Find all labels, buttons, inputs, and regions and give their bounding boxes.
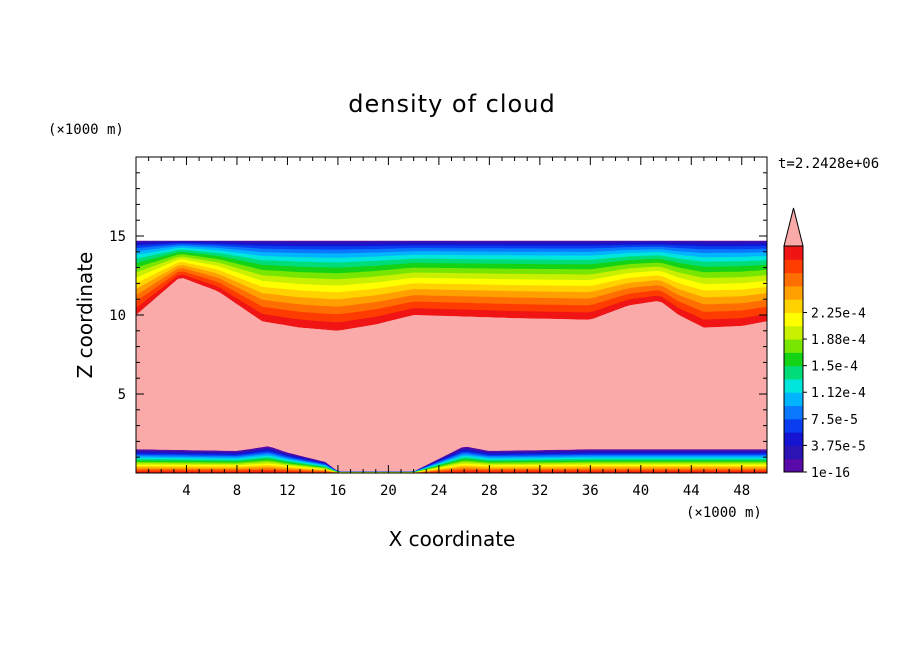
colorbar-band bbox=[784, 259, 803, 274]
colorbar-band bbox=[784, 312, 803, 327]
colorbar-band bbox=[784, 392, 803, 407]
x-axis-title: X coordinate bbox=[389, 527, 516, 551]
x-tick-label: 36 bbox=[582, 483, 599, 499]
y-unit-label: (×1000 m) bbox=[48, 122, 124, 138]
x-tick-label: 40 bbox=[632, 483, 649, 499]
x-tick-label: 8 bbox=[233, 483, 241, 499]
colorbar-band bbox=[784, 458, 803, 473]
colorbar-band bbox=[784, 299, 803, 313]
colorbar-band bbox=[784, 325, 803, 340]
time-label: t=2.2428e+06 bbox=[778, 156, 879, 172]
x-tick-label: 16 bbox=[329, 483, 346, 499]
colorbar: 1e-16 3.75e-5 7.5e-5 1.12e-4 1.5e-4 1.88e-4 2.… bbox=[783, 207, 866, 481]
colorbar-band bbox=[784, 418, 803, 433]
colorbar-frame bbox=[783, 245, 804, 473]
saturated-interior bbox=[136, 278, 767, 472]
x-tick-label: 12 bbox=[279, 483, 296, 499]
colorbar-label: 1.88e-4 bbox=[811, 333, 866, 348]
colorbar-label: 3.75e-5 bbox=[811, 439, 866, 454]
colorbar-band bbox=[784, 285, 803, 300]
x-unit-label: (×1000 m) bbox=[686, 505, 762, 521]
colorbar-band bbox=[784, 405, 803, 420]
colorbar-band bbox=[784, 272, 803, 287]
x-tick-label: 32 bbox=[531, 483, 548, 499]
colorbar-band bbox=[784, 378, 803, 393]
colorbar-band bbox=[784, 352, 803, 367]
x-tick-label: 4 bbox=[182, 483, 190, 499]
colorbar-band bbox=[784, 365, 803, 380]
colorbar-label: 1.12e-4 bbox=[811, 386, 866, 401]
colorbar-label: 7.5e-5 bbox=[811, 413, 858, 428]
colorbar-band bbox=[784, 432, 803, 446]
colorbar-label: 1.5e-4 bbox=[811, 360, 858, 375]
colorbar-band bbox=[784, 339, 803, 353]
colorbar-overflow-triangle bbox=[783, 207, 804, 247]
colorbar-band bbox=[784, 246, 803, 260]
x-tick-label: 20 bbox=[380, 483, 397, 499]
colorbar-label: 2.25e-4 bbox=[811, 306, 866, 321]
colorbar-band bbox=[784, 445, 803, 460]
plot-area bbox=[136, 157, 767, 473]
x-tick-label: 24 bbox=[430, 483, 447, 499]
colorbar-label: 1e-16 bbox=[811, 466, 850, 481]
y-tick-label: 15 bbox=[109, 229, 126, 245]
x-tick-label: 28 bbox=[481, 483, 498, 499]
x-tick-label: 48 bbox=[733, 483, 750, 499]
y-axis-title: Z coordinate bbox=[73, 252, 97, 379]
x-tick-label: 44 bbox=[683, 483, 700, 499]
chart-title: density of cloud bbox=[348, 90, 555, 118]
y-tick-label: 10 bbox=[109, 308, 126, 324]
y-tick-label: 5 bbox=[118, 387, 126, 403]
